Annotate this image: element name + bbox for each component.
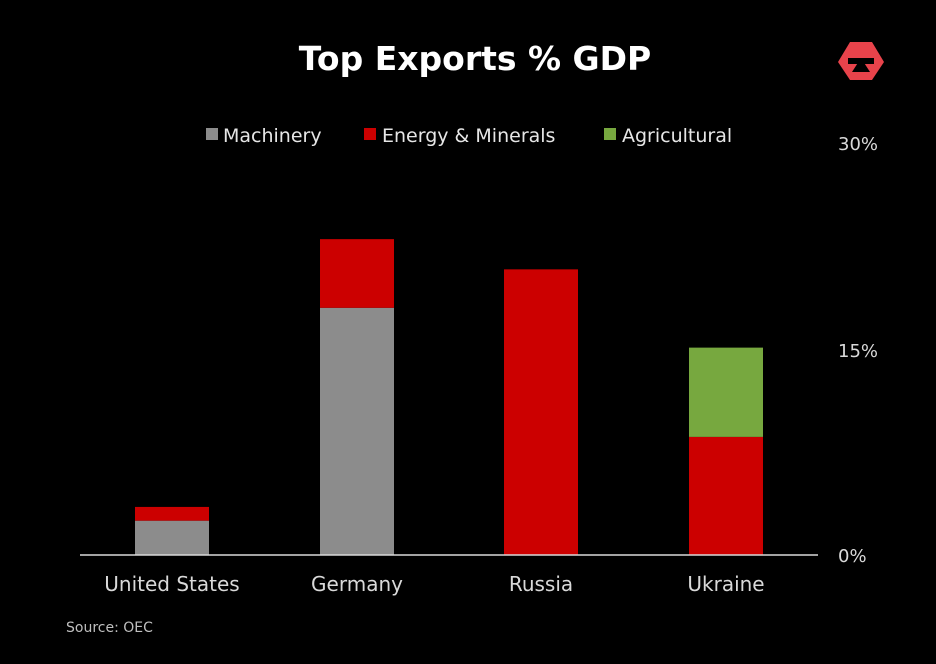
y-tick-label: 0% bbox=[838, 546, 867, 567]
legend-swatch-energy-minerals bbox=[364, 128, 376, 140]
legend-label-machinery: Machinery bbox=[223, 125, 322, 147]
bar-germany-energy-minerals bbox=[320, 239, 394, 308]
y-tick-label: 30% bbox=[838, 134, 878, 155]
x-tick-label: Germany bbox=[311, 572, 403, 596]
legend-label-energy-minerals: Energy & Minerals bbox=[382, 125, 555, 147]
bar-united-states-energy-minerals bbox=[135, 506, 209, 521]
legend-swatch-agricultural bbox=[604, 128, 616, 140]
bar-germany-machinery bbox=[320, 307, 394, 555]
bar-russia-energy-minerals bbox=[504, 269, 578, 555]
legend-label-agricultural: Agricultural bbox=[622, 125, 732, 147]
y-tick-label: 15% bbox=[838, 341, 878, 362]
bar-united-states-machinery bbox=[135, 520, 209, 555]
bar-ukraine-agricultural bbox=[689, 347, 763, 437]
x-tick-label: Ukraine bbox=[687, 572, 764, 596]
chart-title: Top Exports % GDP bbox=[299, 39, 651, 78]
legend: Machinery Energy & Minerals Agricultural bbox=[206, 125, 732, 147]
bar-ukraine-energy-minerals bbox=[689, 436, 763, 555]
logo-icon bbox=[838, 42, 884, 80]
legend-swatch-machinery bbox=[206, 128, 218, 140]
x-tick-label: Russia bbox=[509, 572, 573, 596]
x-tick-label: United States bbox=[104, 572, 239, 596]
bars-group bbox=[135, 239, 763, 555]
source-note: Source: OEC bbox=[66, 620, 153, 636]
